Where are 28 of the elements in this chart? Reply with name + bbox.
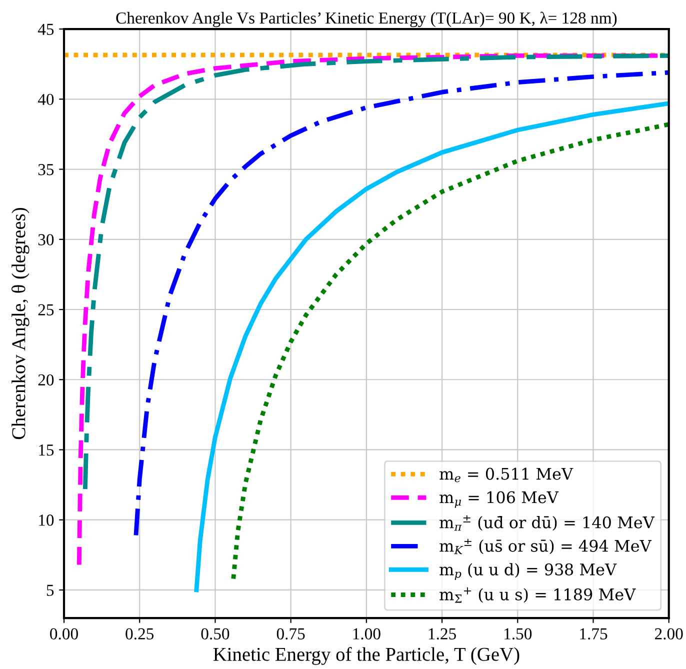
x-tick-label: 0.25 <box>126 628 154 640</box>
x-tick-label: 1.00 <box>353 628 380 640</box>
y-tick-label: 25 <box>38 304 54 316</box>
legend-label: m$_{p}$ (u u d) = 938 MeV <box>440 563 617 580</box>
y-tick-label: 20 <box>38 374 54 386</box>
y-tick-label: 5 <box>46 584 54 596</box>
line-series <box>82 53 669 492</box>
y-tick-label: 35 <box>38 164 54 176</box>
y-tick-label: 30 <box>38 234 54 246</box>
x-tick-label: 0.75 <box>276 628 305 640</box>
y-tick-label: 10 <box>39 514 54 526</box>
legend-label: m$_{μ}$ = 106 MeV <box>440 491 559 508</box>
legend-label: m$_{Σ}$$^{+}$ (u u s) = 1189 MeV <box>440 587 636 603</box>
y-tick-label: 45 <box>38 24 54 35</box>
y-axis-title: Cherenkov Angle, θ (degrees) <box>11 208 30 440</box>
legend-label: m$_{π}$$^{±}$ (ud̄ or dū) = 140 MeV <box>440 515 655 531</box>
x-tick-label: 0.50 <box>201 628 230 640</box>
x-tick-label: 1.75 <box>580 628 608 640</box>
x-tick-label: 1.25 <box>428 628 456 640</box>
x-tick-label: 2.00 <box>655 628 683 640</box>
x-tick-label: 1.50 <box>504 628 532 640</box>
legend-label: m$_{K}$$^{±}$ (us̄ or sū) = 494 MeV <box>440 538 652 554</box>
x-axis-title: Kinetic Energy of the Particle, T (GeV) <box>213 647 520 665</box>
x-tick-label: 0.00 <box>50 628 78 640</box>
y-tick-label: 15 <box>39 444 54 456</box>
y-tick-label: 40 <box>38 94 54 106</box>
chart-title: Cherenkov Angle Vs Particles’ Kinetic Energy (T(LAr)= 90 K, λ= 128 nm) <box>116 12 617 28</box>
legend-label: m$_{e}$ = 0.511 MeV <box>440 468 574 482</box>
